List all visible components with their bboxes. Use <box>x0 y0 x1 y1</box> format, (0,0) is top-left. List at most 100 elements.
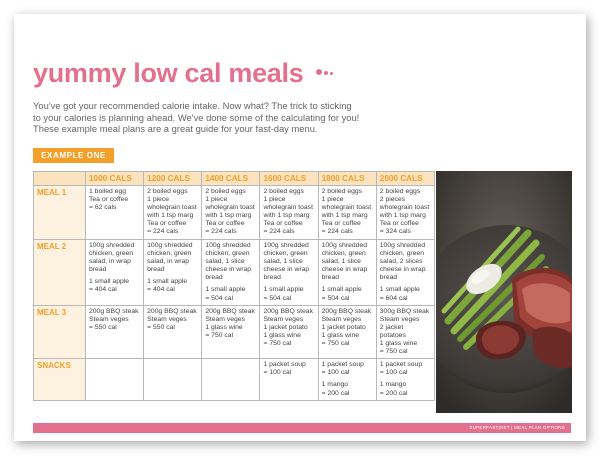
meal-line: = 750 cal <box>379 348 408 356</box>
table-row: MEAL 2 100g shredded chicken, green salad, … <box>33 239 436 306</box>
column-header: 1000 CALS <box>84 171 145 186</box>
meal-cell: 200g BBQ steak Steam veges = 550 cal <box>143 304 203 360</box>
meal-line: 200g BBQ steak <box>263 307 313 315</box>
meal-line: Steam veges <box>205 315 245 323</box>
meal-line: 1 small apple <box>205 286 246 294</box>
meal-line: 1 small apple <box>89 278 130 286</box>
meal-line: 1 piece <box>263 196 286 204</box>
meal-line: 2 boiled eggs <box>321 188 363 195</box>
meal-cell: 100g shredded chicken, green salad, 1 slic… <box>201 239 261 306</box>
meal-line: Steam veges <box>89 315 129 323</box>
meal-line: cheese in wrap <box>379 266 426 274</box>
meal-line: 1 mango <box>321 381 349 389</box>
meal-line: Tea or coffee <box>89 196 129 204</box>
column-header: 1800 CALS <box>317 171 377 186</box>
meal-line: = 504 cal <box>321 294 350 302</box>
meal-line: cheese in wrap <box>263 266 310 274</box>
meal-cell: 2 boiled eggs 1 piece wholegrain toast with… <box>201 185 261 240</box>
intro-line: You've got your recommended calorie inta… <box>33 100 352 111</box>
meal-line: 100g shredded <box>147 242 193 249</box>
meal-line: 2 boiled eggs <box>263 188 304 195</box>
meal-line: Steam veges <box>321 315 362 323</box>
meal-line: bread <box>205 274 223 282</box>
meal-line: chicken, green <box>321 250 366 258</box>
meal-line: Steam veges <box>379 315 420 323</box>
table-corner <box>33 171 86 186</box>
meal-line: 1 glass wine <box>379 340 418 348</box>
meal-line: 200g BBQ steak <box>147 307 197 315</box>
meal-line: wholegrain toast <box>379 204 430 212</box>
meal-line: = 404 cal <box>89 286 117 294</box>
meal-line: 2 boiled eggs <box>379 188 421 195</box>
meal-line: bread <box>147 266 165 274</box>
meal-cell: 200g BBQ steak Steam veges 1 jacket potato… <box>317 304 377 360</box>
meal-line: 200g BBQ steak <box>205 307 255 315</box>
meal-cell: 100g shredded chicken, green salad, 2 slic… <box>375 239 436 306</box>
meal-line: = 100 cal <box>379 369 408 377</box>
meal-line: = 224 cals <box>321 228 353 236</box>
meal-line: bread <box>263 274 281 282</box>
intro-line: to your calories is planning ahead. We'v… <box>33 111 360 123</box>
column-header: 1400 CALS <box>201 171 261 186</box>
page-title: yummy low cal meals <box>33 58 304 88</box>
meal-line: with 1 tsp marg <box>263 212 310 220</box>
meal-line: 1 small apple <box>263 286 304 294</box>
meal-line: = 550 cal <box>147 323 175 331</box>
meal-plan-table: 1000 CALS 1200 CALS 1400 CALS 1600 CALS 1800… <box>33 171 436 401</box>
column-header: 2000 CALS <box>375 171 436 186</box>
meal-line: 1 boiled egg <box>89 188 127 195</box>
meal-line: = 550 cal <box>89 323 117 331</box>
meal-line: chicken, green <box>89 250 134 258</box>
meal-cell: 1 packet soup = 100 cal <box>259 358 319 401</box>
meal-line: 1 packet soup <box>321 361 364 369</box>
meal-line: chicken, green <box>147 250 192 258</box>
meal-line: 1 mango <box>379 381 407 389</box>
table-row: MEAL 3 200g BBQ steak Steam veges = 550 cal… <box>33 304 436 360</box>
meal-line: = 200 cal <box>321 389 350 397</box>
meal-cell: 1 packet soup = 100 cal 1 mango = 200 cal <box>375 358 436 401</box>
meal-line: = 504 cal <box>205 294 234 302</box>
meal-line: Steam veges <box>147 315 187 323</box>
meal-line: Tea or coffee <box>263 220 303 228</box>
meal-cell: 2 boiled eggs 1 piece wholegrain toast with… <box>317 185 377 240</box>
meal-line: Tea or coffee <box>379 220 419 228</box>
meal-line: = 324 cals <box>379 228 411 236</box>
row-label: MEAL 3 <box>33 304 86 360</box>
meal-line: wholegrain toast <box>263 204 313 212</box>
meal-line: Tea or coffee <box>147 220 187 228</box>
meal-line: salad, 2 slices <box>379 258 423 266</box>
meal-line: 1 packet soup <box>263 361 306 369</box>
meal-cell: 100g shredded chicken, green salad, 1 slic… <box>259 239 319 306</box>
meal-cell <box>143 358 203 401</box>
row-label: MEAL 2 <box>33 239 86 306</box>
meal-line: 100g shredded <box>321 242 367 249</box>
meal-line: = 224 cals <box>147 228 179 236</box>
meal-line: bread <box>379 274 398 282</box>
meal-line: salad, 1 slice <box>263 258 303 266</box>
meal-cell: 300g BBQ steak Steam veges 2 jacket potato… <box>375 304 436 360</box>
table-row: SNACKS 1 packet soup = 100 cal 1 packet sou… <box>33 358 436 401</box>
meal-line: 1 glass wine <box>263 331 301 339</box>
meal-line: salad, in wrap <box>147 258 190 266</box>
meal-line: chicken, green <box>379 250 424 258</box>
intro-line: These example meal plans are a great gui… <box>33 123 318 135</box>
meal-line: Tea or coffee <box>321 220 361 228</box>
meal-line: 1 piece <box>321 196 344 204</box>
meal-line: 1 small apple <box>147 278 188 286</box>
meal-line: salad, 1 slice <box>205 258 245 266</box>
meal-line: wholegrain toast <box>205 204 255 212</box>
meal-line: with 1 tsp marg <box>147 212 194 220</box>
meal-line: with 1 tsp marg <box>379 212 426 220</box>
meal-line: = 604 cal <box>379 294 408 302</box>
page-footer: SUPERFASTDIET | MEAL PLAN OPTIONS <box>33 423 571 433</box>
title-dots-icon <box>316 62 335 80</box>
meal-line: 200g BBQ steak <box>321 307 372 315</box>
meal-line: wholegrain toast <box>321 204 372 212</box>
meal-cell: 200g BBQ steak Steam veges 1 glass wine = 7… <box>201 304 261 360</box>
meal-line: 1 small apple <box>379 286 420 294</box>
meal-line: 100g shredded <box>89 242 135 249</box>
meal-line: 1 jacket potato <box>263 323 308 331</box>
meal-line: = 62 cals <box>89 204 117 212</box>
meal-line: bread <box>89 266 107 274</box>
